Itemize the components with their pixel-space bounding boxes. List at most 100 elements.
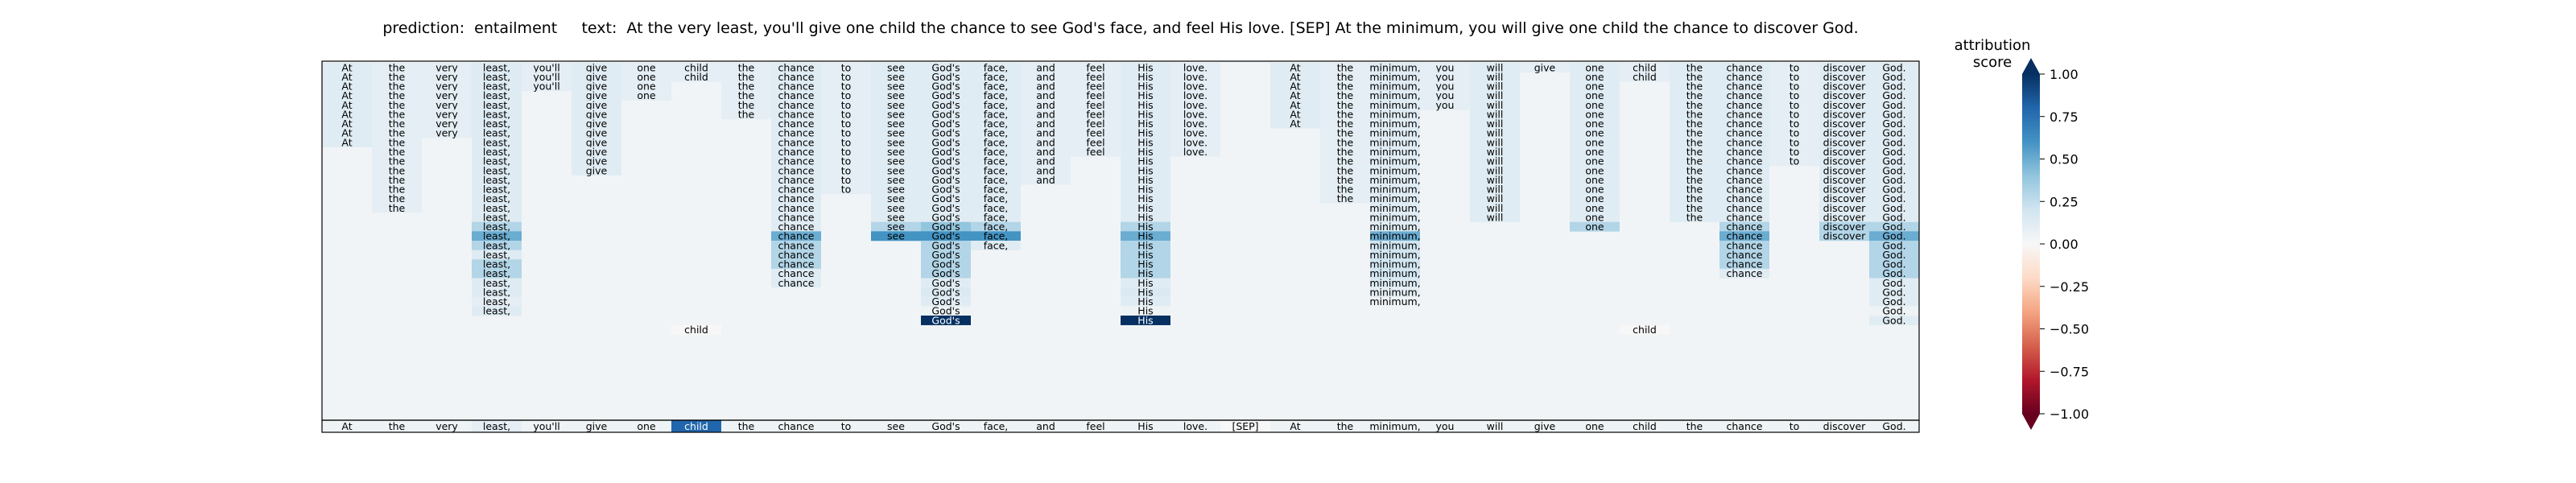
heatmap-cell: His xyxy=(1137,249,1153,261)
heatmap-cell: one xyxy=(1585,184,1604,196)
heatmap-cell: God. xyxy=(1882,127,1905,139)
heatmap-cell: see xyxy=(887,192,905,204)
heatmap-cell: chance xyxy=(778,239,815,251)
heatmap-cell-bg xyxy=(1869,100,1919,110)
heatmap-cell-bg xyxy=(1470,63,1520,72)
heatmap-cell-bg xyxy=(771,63,821,72)
heatmap-cell-bg xyxy=(422,81,472,92)
heatmap-cell-bg xyxy=(921,81,971,92)
heatmap-cell-bg xyxy=(1570,156,1620,167)
heatmap-cell-bg xyxy=(1071,63,1121,72)
heatmap-cell: chance xyxy=(778,127,815,139)
heatmap-cell: love. xyxy=(1183,118,1208,130)
heatmap-cell-bg xyxy=(771,128,821,138)
heatmap-cell-bg xyxy=(1320,100,1370,110)
heatmap-cell-bg xyxy=(1370,268,1420,279)
heatmap-cell: chance xyxy=(778,146,815,158)
heatmap-cell: see xyxy=(887,89,905,101)
heatmap-cell: His xyxy=(1137,230,1153,242)
heatmap-cell-bg xyxy=(921,231,971,242)
heatmap-cell: will xyxy=(1487,192,1504,204)
heatmap-cell: feel xyxy=(1086,80,1104,93)
heatmap-cell-bg xyxy=(1121,63,1170,72)
token-label: and xyxy=(1036,420,1055,432)
heatmap-cell: At xyxy=(1290,71,1300,83)
heatmap-cell-bg xyxy=(1370,165,1420,175)
heatmap-cell-bg xyxy=(1370,250,1420,260)
token-cell-bg xyxy=(1719,420,1769,432)
heatmap-cell: minimum, xyxy=(1369,80,1420,93)
heatmap-cell: face, xyxy=(984,211,1009,223)
heatmap-cell: least, xyxy=(483,295,510,308)
heatmap-cell-bg xyxy=(871,193,921,204)
heatmap-cell-bg xyxy=(1819,109,1869,120)
heatmap-cell: to xyxy=(841,99,852,111)
heatmap-cell: will xyxy=(1487,146,1504,158)
heatmap-cell: give xyxy=(586,164,608,176)
heatmap-cell-bg xyxy=(1320,109,1370,120)
heatmap-cell: the xyxy=(1337,184,1354,196)
heatmap-cell: and xyxy=(1036,127,1055,139)
heatmap-cell-bg xyxy=(1170,90,1220,101)
heatmap-cell: His xyxy=(1137,99,1153,111)
heatmap-cell: His xyxy=(1137,61,1153,73)
heatmap-cell-bg xyxy=(1320,128,1370,138)
heatmap-cell-bg xyxy=(322,72,372,82)
heatmap-cell: least, xyxy=(483,146,510,158)
heatmap-cell: the xyxy=(1686,118,1703,130)
heatmap-cell-bg xyxy=(1071,128,1121,138)
heatmap-cell: see xyxy=(887,61,905,73)
heatmap-cell-bg xyxy=(1370,175,1420,185)
heatmap-cell-bg xyxy=(971,175,1021,185)
token-label: will xyxy=(1487,420,1504,432)
heatmap-cell: chance xyxy=(1727,61,1763,73)
token-label: give xyxy=(1534,420,1556,432)
heatmap-cell-bg xyxy=(422,109,472,120)
colorbar-extend-bottom xyxy=(2022,414,2040,430)
token-label: God. xyxy=(1882,420,1905,432)
heatmap-cell-bg xyxy=(1470,165,1520,175)
token-label: to xyxy=(841,420,852,432)
token-label: the xyxy=(389,420,406,432)
heatmap-cell: face, xyxy=(984,192,1009,204)
heatmap-cell: feel xyxy=(1086,118,1104,130)
heatmap-cell-bg xyxy=(921,109,971,120)
heatmap-cell-bg xyxy=(721,63,771,72)
heatmap-cell-bg xyxy=(1819,231,1869,242)
heatmap-cell: will xyxy=(1487,127,1504,139)
heatmap-cell-bg xyxy=(1170,63,1220,72)
heatmap-cell-bg xyxy=(1370,118,1420,129)
heatmap-cell: give xyxy=(586,146,608,158)
heatmap-cell: chance xyxy=(1727,127,1763,139)
token-cell-bg xyxy=(671,420,721,432)
heatmap-cell-bg xyxy=(1670,100,1719,110)
heatmap-cell-bg xyxy=(1819,81,1869,92)
heatmap-cell: chance xyxy=(778,108,815,120)
heatmap-cell-bg xyxy=(1470,147,1520,157)
heatmap-cell-bg xyxy=(921,100,971,110)
heatmap-cell: very xyxy=(436,118,458,130)
heatmap-cell: God. xyxy=(1882,108,1905,120)
heatmap-cell: chance xyxy=(778,258,815,270)
heatmap-cell-bg xyxy=(1670,90,1719,101)
heatmap-cell-bg xyxy=(1620,324,1670,335)
heatmap-cell-bg xyxy=(1819,63,1869,72)
heatmap-cell: God. xyxy=(1882,136,1905,148)
heatmap-cell: discover xyxy=(1823,89,1867,101)
heatmap-cell: least, xyxy=(483,249,510,261)
heatmap-cell: will xyxy=(1487,155,1504,167)
colorbar-tick-label: −0.25 xyxy=(2050,279,2089,295)
heatmap-cell: chance xyxy=(1727,249,1763,261)
heatmap-cell: see xyxy=(887,164,905,176)
heatmap-cell-bg xyxy=(771,250,821,260)
token-label: child xyxy=(684,420,708,432)
heatmap-cell-bg xyxy=(771,118,821,129)
heatmap-cell: God's xyxy=(931,314,960,326)
heatmap-cell: God. xyxy=(1882,221,1905,233)
heatmap-cell-bg xyxy=(1071,138,1121,147)
heatmap-cell-bg xyxy=(1370,231,1420,242)
heatmap-cell-bg xyxy=(771,109,821,120)
heatmap-cell-bg xyxy=(871,128,921,138)
heatmap-cell: chance xyxy=(778,80,815,93)
heatmap-cell-bg xyxy=(971,240,1021,250)
